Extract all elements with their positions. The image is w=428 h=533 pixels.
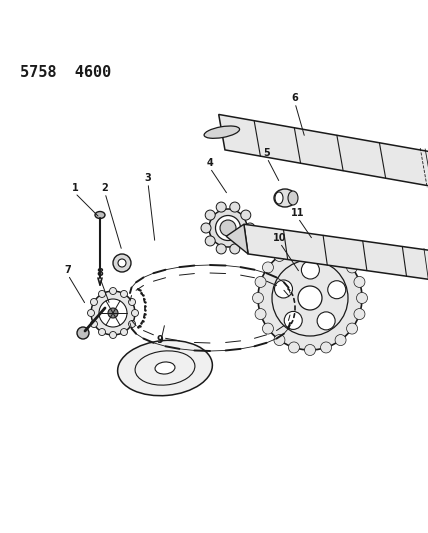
Text: 8: 8 [97,268,104,278]
Ellipse shape [118,340,212,395]
Polygon shape [226,224,248,254]
Circle shape [274,280,292,298]
Circle shape [321,243,332,254]
Circle shape [258,246,362,350]
Circle shape [301,261,319,279]
Circle shape [230,202,240,212]
Ellipse shape [216,215,241,240]
Circle shape [298,286,322,310]
Circle shape [121,328,128,336]
Circle shape [274,251,285,261]
Circle shape [91,291,135,335]
Text: 5: 5 [264,148,270,158]
Circle shape [328,281,346,298]
Text: 2: 2 [101,183,108,193]
Circle shape [128,320,136,327]
Text: 1: 1 [71,183,78,193]
Circle shape [357,293,368,303]
Circle shape [216,202,226,212]
Text: 6: 6 [291,93,298,103]
Circle shape [113,254,131,272]
Text: 5758  4600: 5758 4600 [20,65,111,80]
Ellipse shape [209,209,247,247]
Ellipse shape [95,212,105,219]
Circle shape [354,277,365,287]
Circle shape [253,293,264,303]
Ellipse shape [288,191,298,205]
Circle shape [347,262,357,273]
Circle shape [288,243,300,254]
Ellipse shape [204,126,240,139]
Circle shape [288,342,300,353]
Circle shape [121,290,128,297]
Circle shape [90,298,98,305]
Circle shape [110,332,116,338]
Ellipse shape [155,362,175,374]
Circle shape [77,327,89,339]
Polygon shape [219,115,428,191]
Circle shape [205,236,215,246]
Circle shape [274,335,285,345]
Circle shape [304,344,315,356]
Text: 10: 10 [273,233,287,243]
Text: 3: 3 [145,173,152,183]
Circle shape [241,210,251,220]
Circle shape [230,244,240,254]
Circle shape [220,220,236,236]
Circle shape [241,236,251,246]
Circle shape [90,320,98,327]
Circle shape [321,342,332,353]
Text: 11: 11 [291,208,305,218]
Circle shape [87,310,95,317]
Circle shape [98,290,105,297]
Polygon shape [244,224,428,282]
Circle shape [99,299,127,327]
Circle shape [284,311,302,329]
Circle shape [255,277,266,287]
Circle shape [255,309,266,320]
Circle shape [335,251,346,261]
Circle shape [245,223,255,233]
Ellipse shape [275,192,283,204]
Circle shape [317,312,335,330]
Text: 9: 9 [157,335,163,345]
Text: 7: 7 [65,265,71,275]
Circle shape [262,262,273,273]
Circle shape [335,335,346,345]
Circle shape [205,210,215,220]
Circle shape [347,323,357,334]
Circle shape [98,328,105,336]
Circle shape [262,323,273,334]
Circle shape [304,240,315,252]
Circle shape [118,259,126,267]
Circle shape [128,298,136,305]
Circle shape [354,309,365,320]
Ellipse shape [274,189,296,207]
Circle shape [110,287,116,295]
Circle shape [131,310,139,317]
Circle shape [108,308,118,318]
Circle shape [216,244,226,254]
Text: 4: 4 [207,158,214,168]
Circle shape [201,223,211,233]
